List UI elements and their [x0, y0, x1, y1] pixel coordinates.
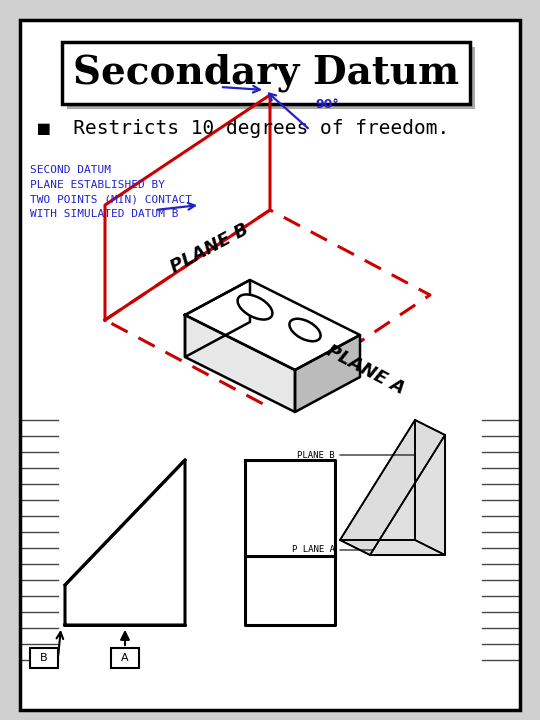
Text: Secondary Datum: Secondary Datum: [73, 54, 459, 92]
Text: A: A: [121, 653, 129, 663]
Polygon shape: [245, 460, 335, 625]
Polygon shape: [415, 420, 445, 555]
Polygon shape: [65, 460, 185, 625]
Polygon shape: [65, 460, 185, 625]
Text: B: B: [40, 653, 48, 663]
Bar: [62, 42, 470, 104]
Text: P LANE A: P LANE A: [292, 546, 335, 554]
Text: PLANE B: PLANE B: [168, 220, 252, 276]
Ellipse shape: [238, 294, 272, 320]
Polygon shape: [295, 335, 360, 412]
Text: 90°: 90°: [315, 99, 339, 112]
Polygon shape: [340, 540, 445, 555]
Polygon shape: [185, 315, 295, 412]
Polygon shape: [370, 435, 445, 555]
Polygon shape: [185, 280, 360, 370]
Bar: [67, 47, 475, 109]
Ellipse shape: [289, 319, 321, 341]
Polygon shape: [185, 280, 250, 357]
Bar: [30, 648, 58, 668]
Text: PLANE A: PLANE A: [323, 342, 407, 398]
Text: ■  Restricts 10 degrees of freedom.: ■ Restricts 10 degrees of freedom.: [38, 119, 449, 138]
Text: PLANE B: PLANE B: [298, 451, 335, 459]
Bar: [111, 648, 139, 668]
Polygon shape: [340, 420, 445, 555]
Polygon shape: [340, 420, 415, 540]
Text: SECOND DATUM
PLANE ESTABLISHED BY
TWO POINTS (MIN) CONTACT
WITH SIMULATED DATUM : SECOND DATUM PLANE ESTABLISHED BY TWO PO…: [30, 165, 192, 220]
